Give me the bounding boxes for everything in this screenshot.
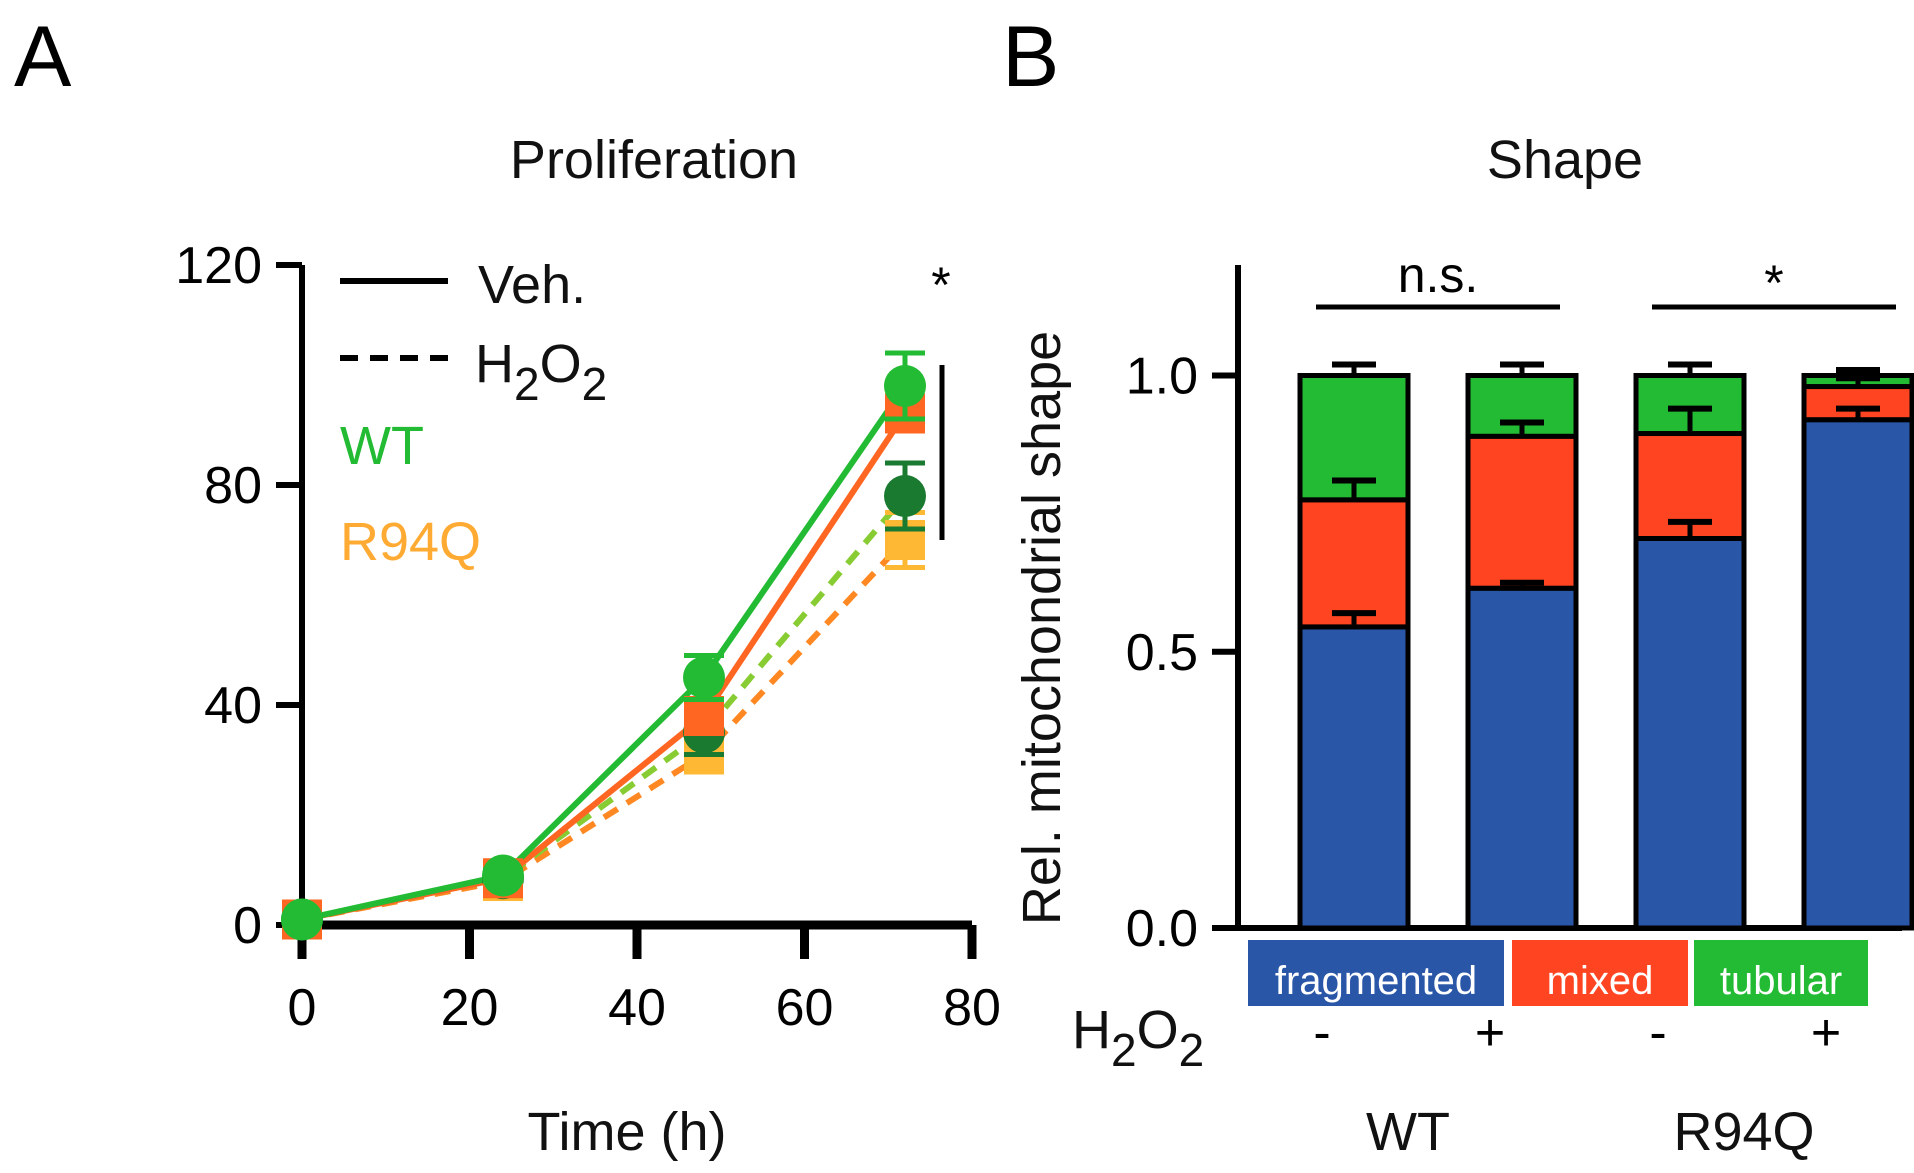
data-point <box>683 656 725 699</box>
proliferation-chart: Proliferation 0 40 80 120 0 20 40 60 80 Veh. H2O… <box>175 130 1001 1162</box>
y-axis-label: Rel. mitochondrial shape <box>1012 331 1072 925</box>
bar-fragmented <box>1633 535 1747 931</box>
legend-wt-label: WT <box>340 416 424 476</box>
h2o2-sign: + <box>1475 1004 1505 1062</box>
shape-chart: Shape Rel. mitochondrial shape 0.0 0.5 1.0… <box>1012 130 1914 1162</box>
legend-veh-label: Veh. <box>478 255 586 315</box>
series-line <box>301 494 908 923</box>
genotype-groups: WT R94Q <box>1366 1102 1815 1162</box>
group-label: R94Q <box>1673 1102 1814 1162</box>
series-line <box>301 411 908 923</box>
data-point <box>482 854 524 897</box>
proliferation-legend: Veh. H2O2 WT R94Q <box>340 255 607 572</box>
panel-a-letter: A <box>14 9 72 105</box>
significance-star: * <box>931 257 950 313</box>
shape-axes: 0.0 0.5 1.0 <box>1126 265 1902 958</box>
category-mixed-label: mixed <box>1547 959 1654 1003</box>
shape-bars <box>1297 361 1914 931</box>
category-fragmented <box>1248 940 1504 1006</box>
series-line <box>301 384 908 923</box>
y-tick-label: 40 <box>204 677 262 735</box>
h2o2-row-label: H2O2 <box>1072 1000 1204 1076</box>
legend-h2o2-label: H2O2 <box>475 334 607 410</box>
x-tick-label: 0 <box>288 979 317 1037</box>
bar-fragmented <box>1297 624 1411 931</box>
data-point <box>281 898 323 941</box>
x-axis-label: Time (h) <box>528 1102 727 1162</box>
category-tubular-label: tubular <box>1720 959 1842 1003</box>
bar-fragmented <box>1801 417 1914 931</box>
comparison-label: * <box>1764 255 1783 311</box>
shape-title: Shape <box>1487 130 1643 190</box>
h2o2-sign: + <box>1811 1004 1841 1062</box>
h2o2-signs: - + - + <box>1313 1004 1841 1062</box>
series-line <box>301 537 908 923</box>
data-point <box>884 475 926 517</box>
panel-b-letter: B <box>1002 9 1059 105</box>
y-tick-label: 0.0 <box>1126 900 1198 958</box>
x-tick-label: 40 <box>608 979 666 1037</box>
comparison-label: n.s. <box>1398 247 1479 303</box>
bar-mixed <box>1297 497 1411 630</box>
proliferation-title: Proliferation <box>510 130 798 190</box>
category-fragmented-label: fragmented <box>1275 959 1477 1003</box>
h2o2-sign: - <box>1649 1004 1666 1062</box>
x-tick-label: 80 <box>943 979 1001 1037</box>
bar-fragmented <box>1465 585 1579 931</box>
shape-comparisons: n.s. * <box>1316 247 1896 311</box>
y-tick-label: 0 <box>233 897 262 955</box>
legend-r94q-label: R94Q <box>340 512 481 572</box>
data-point <box>684 696 724 736</box>
y-tick-label: 120 <box>175 237 262 295</box>
category-tubular <box>1694 940 1868 1006</box>
h2o2-sign: - <box>1313 1004 1330 1062</box>
y-tick-label: 1.0 <box>1126 348 1198 406</box>
bar-mixed <box>1465 433 1579 591</box>
proliferation-series <box>281 350 926 941</box>
data-point <box>884 365 926 407</box>
y-tick-label: 80 <box>204 457 262 515</box>
y-tick-label: 0.5 <box>1126 624 1198 682</box>
x-tick-label: 60 <box>776 979 834 1037</box>
x-tick-label: 20 <box>441 979 499 1037</box>
category-mixed <box>1512 940 1688 1006</box>
group-label: WT <box>1366 1102 1450 1162</box>
proliferation-axes: 0 40 80 120 0 20 40 60 80 <box>175 237 1001 1037</box>
